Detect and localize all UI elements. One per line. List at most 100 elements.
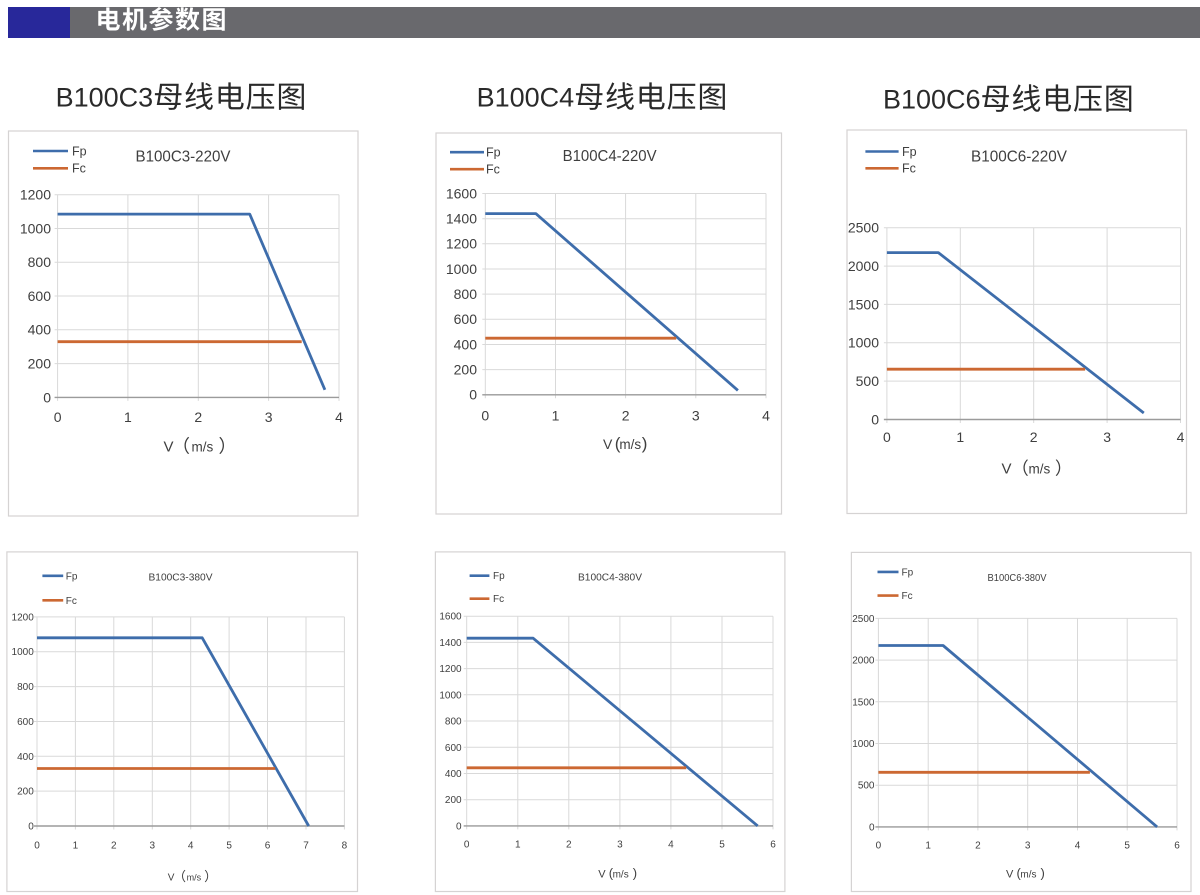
svg-text:4: 4 [188, 841, 194, 852]
svg-text:7: 7 [303, 841, 309, 852]
svg-text:200: 200 [17, 787, 34, 798]
svg-text:2000: 2000 [852, 656, 875, 667]
svg-text:1: 1 [124, 409, 132, 425]
svg-text:B100C4: B100C4 [477, 83, 575, 113]
svg-text:2: 2 [975, 841, 981, 852]
svg-text:B100C3-380V: B100C3-380V [149, 572, 213, 584]
svg-text:(: ( [1017, 866, 1022, 881]
svg-text:Fc: Fc [902, 591, 913, 602]
svg-text:1200: 1200 [20, 187, 51, 203]
svg-text:4: 4 [762, 407, 770, 423]
svg-text:800: 800 [445, 717, 462, 728]
svg-text:Fc: Fc [66, 596, 77, 607]
svg-text:m/s: m/s [1020, 870, 1036, 881]
svg-text:B100C6-380V: B100C6-380V [988, 572, 1047, 584]
svg-text:400: 400 [445, 769, 462, 780]
svg-text:800: 800 [28, 254, 52, 270]
svg-text:m/s: m/s [187, 873, 202, 883]
svg-text:V: V [1006, 869, 1014, 881]
svg-text:0: 0 [481, 407, 489, 423]
svg-text:V: V [1002, 461, 1012, 478]
svg-text:3: 3 [1103, 429, 1111, 445]
svg-text:Fp: Fp [902, 567, 914, 578]
svg-text:0: 0 [871, 411, 879, 427]
svg-text:3: 3 [150, 841, 156, 852]
svg-text:4: 4 [1075, 841, 1081, 852]
svg-text:4: 4 [668, 840, 674, 851]
svg-text:1000: 1000 [446, 261, 477, 277]
svg-text:1: 1 [956, 429, 964, 445]
svg-text:): ) [633, 866, 637, 881]
svg-text:600: 600 [454, 311, 478, 327]
svg-text:0: 0 [54, 409, 62, 425]
svg-text:m/s: m/s [1029, 462, 1051, 477]
svg-text:1000: 1000 [20, 220, 51, 236]
svg-text:4: 4 [335, 409, 343, 425]
svg-text:5: 5 [719, 840, 725, 851]
svg-text:6: 6 [1174, 841, 1180, 852]
svg-text:(: ( [609, 866, 614, 881]
svg-text:0: 0 [869, 822, 875, 833]
svg-text:0: 0 [883, 429, 891, 445]
svg-text:5: 5 [1124, 841, 1130, 852]
svg-text:400: 400 [28, 322, 52, 338]
svg-text:5: 5 [226, 841, 232, 852]
svg-text:600: 600 [445, 743, 462, 754]
svg-text:3: 3 [1025, 841, 1031, 852]
svg-text:0: 0 [456, 821, 462, 832]
svg-text:2000: 2000 [848, 258, 879, 274]
svg-text:Fc: Fc [486, 163, 500, 177]
svg-text:1400: 1400 [439, 638, 462, 649]
svg-text:2: 2 [566, 840, 572, 851]
svg-text:500: 500 [856, 373, 880, 389]
svg-text:V: V [598, 869, 606, 881]
svg-text:3: 3 [692, 407, 700, 423]
svg-text:2: 2 [622, 407, 630, 423]
svg-text:400: 400 [17, 752, 34, 763]
svg-text:Fp: Fp [66, 571, 78, 582]
svg-text:B100C3: B100C3 [56, 83, 154, 113]
svg-text:0: 0 [28, 822, 34, 833]
svg-text:8: 8 [342, 841, 348, 852]
svg-text:2500: 2500 [852, 614, 875, 625]
svg-text:2500: 2500 [848, 220, 879, 236]
svg-text:): ) [1041, 866, 1045, 881]
svg-text:V: V [164, 439, 174, 456]
svg-text:B100C4-380V: B100C4-380V [578, 572, 642, 584]
svg-text:2: 2 [111, 841, 117, 852]
svg-text:(: ( [615, 434, 621, 453]
svg-text:m/s: m/s [613, 870, 629, 881]
svg-text:1500: 1500 [848, 296, 879, 312]
svg-text:1400: 1400 [446, 211, 477, 227]
svg-text:): ) [642, 434, 648, 453]
svg-text:0: 0 [43, 389, 51, 405]
svg-text:800: 800 [17, 682, 34, 693]
svg-text:400: 400 [454, 336, 478, 352]
svg-text:0: 0 [469, 387, 477, 403]
svg-text:1000: 1000 [852, 739, 875, 750]
svg-text:500: 500 [858, 781, 875, 792]
svg-text:1: 1 [515, 840, 521, 851]
svg-text:B100C6: B100C6 [883, 85, 981, 115]
svg-text:1: 1 [925, 841, 931, 852]
svg-text:2: 2 [194, 409, 202, 425]
svg-text:1200: 1200 [446, 236, 477, 252]
svg-text:200: 200 [454, 362, 478, 378]
svg-text:600: 600 [17, 717, 34, 728]
svg-text:6: 6 [770, 840, 776, 851]
svg-text:1200: 1200 [12, 612, 35, 623]
svg-text:B100C6-220V: B100C6-220V [971, 149, 1067, 166]
svg-text:V: V [168, 873, 175, 884]
svg-text:Fc: Fc [493, 594, 504, 605]
svg-text:B100C3-220V: B100C3-220V [136, 149, 231, 166]
svg-text:3: 3 [617, 840, 623, 851]
svg-text:Fc: Fc [902, 162, 916, 176]
svg-text:1: 1 [73, 841, 79, 852]
svg-text:m/s: m/s [192, 440, 214, 455]
svg-text:600: 600 [28, 288, 52, 304]
svg-text:1600: 1600 [439, 612, 462, 623]
svg-text:1: 1 [552, 407, 560, 423]
svg-text:Fc: Fc [72, 162, 86, 176]
svg-text:V: V [603, 436, 613, 452]
svg-text:800: 800 [454, 286, 478, 302]
